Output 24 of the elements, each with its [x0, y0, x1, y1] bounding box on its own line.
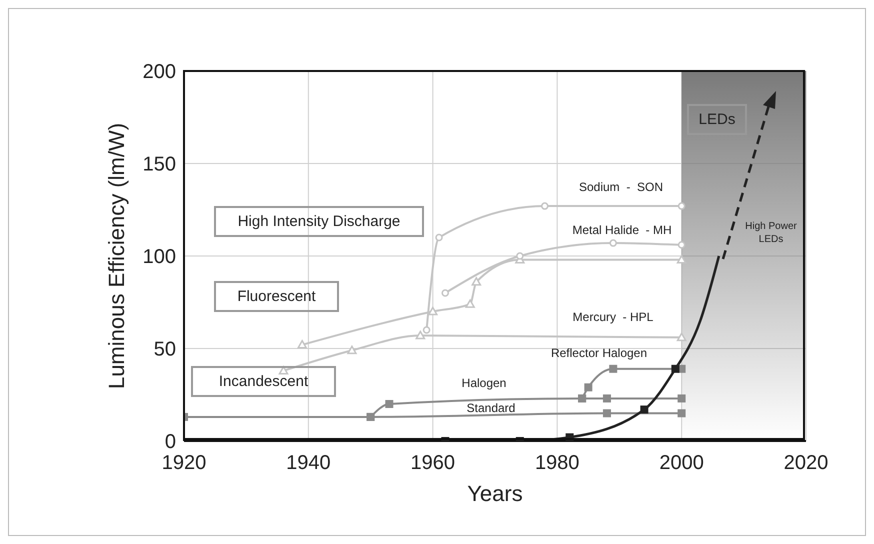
x-tick-label: 1940	[286, 452, 331, 474]
annotation: Metal Halide - MH	[572, 223, 672, 239]
annotation: LEDs	[687, 104, 747, 135]
y-tick-label: 50	[154, 338, 176, 361]
annotation: Fluorescent	[214, 281, 339, 312]
annotation: Halogen	[462, 376, 506, 392]
x-axis-title: Years	[467, 481, 523, 506]
annotation: Reflector Halogen	[550, 346, 648, 362]
y-tick-label: 0	[164, 431, 176, 454]
annotation: Standard	[466, 401, 516, 417]
annotation: Sodium - SON	[578, 180, 664, 196]
y-tick-label: 150	[142, 154, 176, 176]
y-tick-label: 200	[142, 61, 176, 84]
annotation: Mercury - HPL	[572, 310, 654, 326]
x-tick-label: 1980	[534, 452, 580, 474]
x-tick-label: 2000	[659, 452, 704, 474]
x-tick-label: 1920	[162, 452, 206, 474]
y-tick-label: 100	[142, 246, 176, 268]
x-tick-label: 1960	[410, 452, 456, 474]
x-tick-label: 2020	[784, 452, 828, 474]
y-axis-title: Luminous Efficiency (lm/W)	[104, 122, 129, 390]
annotation: High Intensity Discharge	[214, 206, 424, 237]
annotation: High Power LEDs	[744, 220, 798, 246]
annotation: Incandescent	[191, 366, 336, 397]
